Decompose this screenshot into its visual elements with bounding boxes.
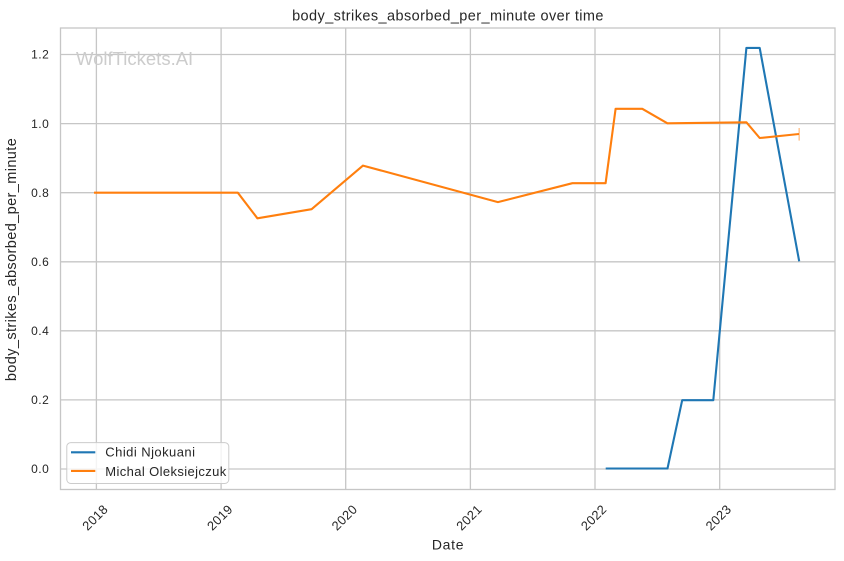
svg-text:Michal Oleksiejczuk: Michal Oleksiejczuk [105, 464, 226, 479]
svg-text:0.2: 0.2 [31, 393, 49, 407]
svg-text:0.6: 0.6 [31, 255, 49, 269]
svg-text:0.8: 0.8 [31, 186, 49, 200]
svg-text:0.4: 0.4 [31, 324, 49, 338]
svg-text:body_strikes_absorbed_per_minu: body_strikes_absorbed_per_minute over ti… [292, 9, 604, 25]
svg-text:WolfTickets.AI: WolfTickets.AI [76, 48, 193, 69]
svg-text:0.0: 0.0 [31, 462, 49, 476]
svg-text:1.2: 1.2 [31, 48, 49, 62]
svg-text:1.0: 1.0 [31, 117, 49, 131]
svg-text:Date: Date [432, 537, 464, 553]
svg-text:Chidi Njokuani: Chidi Njokuani [105, 444, 195, 459]
svg-text:body_strikes_absorbed_per_minu: body_strikes_absorbed_per_minute [4, 138, 20, 381]
